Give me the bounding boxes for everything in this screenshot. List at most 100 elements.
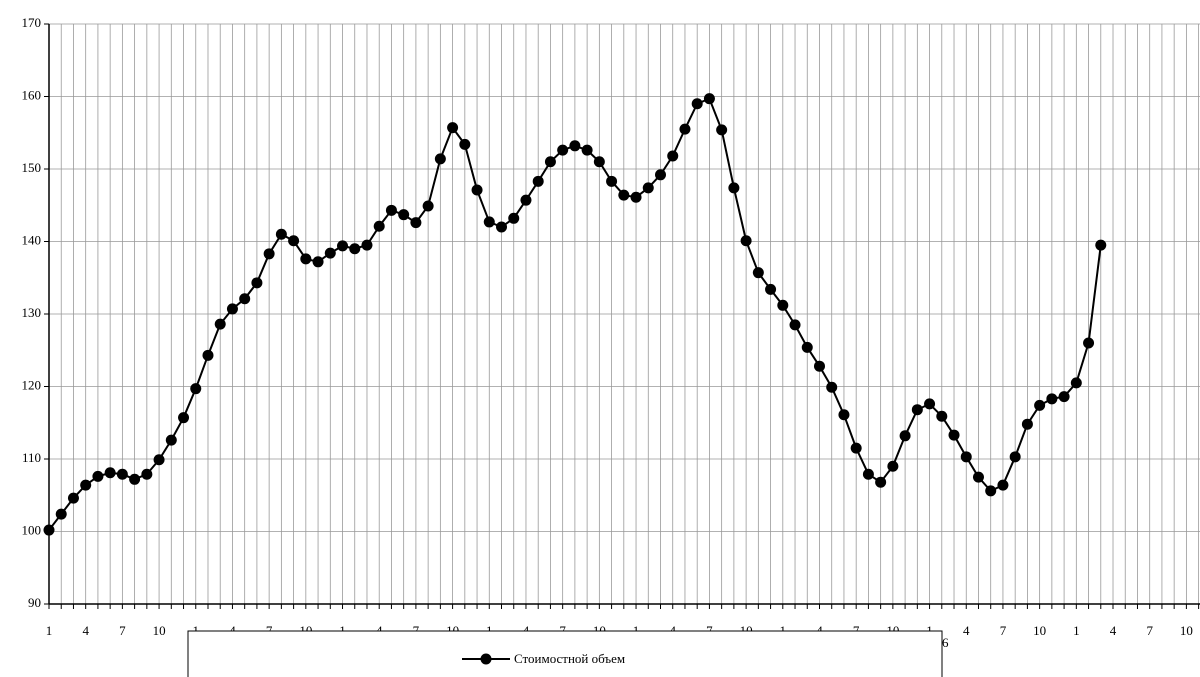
data-point [520,194,532,206]
data-point [728,182,740,194]
x-tick-label: 7 [559,623,566,638]
data-point [1021,418,1033,430]
x-tick-label: 4 [1110,623,1117,638]
data-point [483,216,495,228]
data-point [422,200,434,212]
x-tick-label: 4 [376,623,383,638]
data-point [116,468,128,480]
data-point [557,144,569,156]
x-tick-label: 7 [1146,623,1153,638]
data-point [104,467,116,479]
data-point [667,150,679,162]
legend-label: Стоимостной объем [514,651,625,666]
data-point [642,182,654,194]
data-point [826,381,838,393]
data-point [398,209,410,221]
data-point [948,429,960,441]
x-tick-label: 4 [82,623,89,638]
x-tick-label: 1 [486,623,493,638]
data-point [924,398,936,410]
data-point [960,451,972,463]
x-tick-label: 4 [669,623,676,638]
data-point [373,220,385,232]
data-point [202,349,214,361]
data-point [655,169,666,181]
x-tick-label: 10 [153,623,166,638]
data-point [129,473,141,485]
data-point [887,460,899,472]
data-point [1046,393,1058,405]
data-point [459,138,471,150]
y-tick-label: 160 [22,87,42,102]
x-tick-label: 10 [1180,623,1193,638]
x-tick-label: 4 [523,623,530,638]
data-point [300,253,312,265]
data-point [80,479,92,491]
x-tick-label: 1 [926,623,933,638]
data-point [875,476,887,488]
data-point [1034,399,1046,411]
x-tick-label: 1 [193,623,200,638]
data-point [1058,391,1070,403]
data-point [410,217,422,229]
data-point [911,404,923,416]
data-point [263,248,275,260]
legend-box [187,630,943,677]
data-point [275,228,287,240]
data-point [618,189,630,201]
data-point [251,277,263,289]
x-tick-label: 4 [229,623,236,638]
x-tick-label: 7 [1000,623,1007,638]
data-point [1083,337,1095,349]
data-point [532,175,544,187]
data-point [361,239,373,251]
data-point [43,524,55,536]
data-point [838,409,850,421]
data-point [985,485,997,497]
y-tick-label: 120 [22,377,42,392]
data-point [740,235,752,247]
data-point [337,240,349,252]
data-point [141,468,153,480]
data-point [178,412,190,424]
data-point [1070,377,1082,389]
legend-marker [480,653,492,665]
data-point [850,442,862,454]
data-point [606,175,618,187]
data-point [1009,451,1021,463]
data-point [752,267,764,279]
data-point [679,123,691,135]
data-point [789,319,801,331]
x-tick-label: 7 [266,623,273,638]
data-point [92,470,104,482]
y-tick-label: 100 [22,522,42,537]
data-point [239,293,251,305]
data-point [508,212,520,224]
y-tick-label: 90 [28,595,41,610]
data-point [496,221,508,233]
data-point [630,191,642,203]
data-point [703,93,715,105]
x-tick-label: 4 [816,623,823,638]
data-point [801,341,813,353]
data-point [997,479,1009,491]
data-point [312,256,324,268]
x-tick-label: 1 [339,623,346,638]
data-point [67,492,79,504]
data-point [777,299,789,311]
data-point [324,247,336,259]
x-tick-label: 7 [706,623,713,638]
y-tick-label: 130 [22,305,42,320]
data-point [434,153,446,165]
data-point [226,303,238,315]
legend: Стоимостной объем [187,630,943,677]
data-point [862,468,874,480]
x-tick-label: 7 [119,623,126,638]
x-tick-label: 10 [1033,623,1046,638]
data-point [972,471,984,483]
data-point [1095,239,1107,251]
x-tick-label: 1 [46,623,53,638]
y-tick-label: 150 [22,160,42,175]
